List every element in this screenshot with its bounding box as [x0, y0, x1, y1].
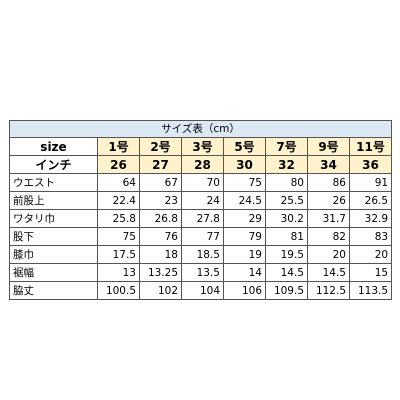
measurement-cell: 17.5 [97, 245, 140, 264]
measurement-cell: 80 [265, 173, 308, 192]
measurement-cell: 32.9 [348, 209, 393, 228]
size-cell: 1号 [97, 137, 140, 156]
measurement-cell: 26.8 [139, 209, 182, 228]
measurement-cell: 104 [181, 281, 224, 300]
measurement-cell: 14.5 [265, 263, 308, 282]
measurement-cell: 113.5 [348, 281, 393, 300]
size-cell: 3号 [181, 137, 224, 156]
measurement-cell: 13 [97, 263, 140, 282]
measurement-cell: 81 [265, 227, 308, 246]
inch-cell: 27 [139, 155, 182, 174]
measurement-cell: 79 [223, 227, 266, 246]
measurement-cell: 112.5 [307, 281, 350, 300]
size-row: size 1号 2号 3号 5号 7号 9号 11号 [9, 137, 393, 156]
measurement-cell: 25.8 [97, 209, 140, 228]
measurement-cell: 77 [181, 227, 224, 246]
inch-cell: 26 [97, 155, 140, 174]
measurement-cell: 70 [181, 173, 224, 192]
measurement-cell: 24 [181, 191, 224, 210]
size-chart: サイズ表（cm） size 1号 2号 3号 5号 7号 9号 11号 インチ … [8, 120, 393, 300]
measurement-cell: 26.5 [348, 191, 393, 210]
table-row: 裾幅 13 13.25 13.5 14 14.5 14.5 15 [9, 263, 393, 282]
size-table: サイズ表（cm） size 1号 2号 3号 5号 7号 9号 11号 インチ … [8, 120, 393, 300]
measurement-cell: 102 [139, 281, 182, 300]
caption-row: サイズ表（cm） [8, 120, 393, 138]
measurement-cell: 20 [348, 245, 393, 264]
measurement-cell: 18 [139, 245, 182, 264]
table-row: 脇丈 100.5 102 104 106 109.5 112.5 113.5 [9, 281, 393, 300]
table-row: 前股上 22.4 23 24 24.5 25.5 26 26.5 [9, 191, 393, 210]
measurement-cell: 19.5 [265, 245, 308, 264]
measurement-cell: 25.5 [265, 191, 308, 210]
row-label: ウエスト [9, 173, 98, 192]
measurement-cell: 23 [139, 191, 182, 210]
row-label: 膝巾 [9, 245, 98, 264]
measurement-cell: 86 [307, 173, 350, 192]
row-label: 裾幅 [9, 263, 98, 282]
measurement-cell: 67 [139, 173, 182, 192]
row-label: 股下 [9, 227, 98, 246]
table-row: ワタリ巾 25.8 26.8 27.8 29 30.2 31.7 32.9 [9, 209, 393, 228]
inch-cell: 34 [307, 155, 350, 174]
measurement-cell: 30.2 [265, 209, 308, 228]
inch-label: インチ [9, 155, 98, 174]
size-cell: 9号 [307, 137, 350, 156]
inch-cell: 30 [223, 155, 266, 174]
measurement-cell: 22.4 [97, 191, 140, 210]
measurement-cell: 20 [307, 245, 350, 264]
table-row: ウエスト 64 67 70 75 80 86 91 [9, 173, 393, 192]
measurement-cell: 100.5 [97, 281, 140, 300]
measurement-cell: 26 [307, 191, 350, 210]
measurement-cell: 91 [348, 173, 393, 192]
row-label: ワタリ巾 [9, 209, 98, 228]
measurement-cell: 18.5 [181, 245, 224, 264]
measurement-cell: 19 [223, 245, 266, 264]
measurement-cell: 106 [223, 281, 266, 300]
measurement-cell: 13.5 [181, 263, 224, 282]
measurement-cell: 82 [307, 227, 350, 246]
measurement-cell: 14 [223, 263, 266, 282]
row-label: 前股上 [9, 191, 98, 210]
measurement-cell: 27.8 [181, 209, 224, 228]
measurement-cell: 109.5 [265, 281, 308, 300]
table-row: 膝巾 17.5 18 18.5 19 19.5 20 20 [9, 245, 393, 264]
size-cell: 7号 [265, 137, 308, 156]
inch-row: インチ 26 27 28 30 32 34 36 [9, 155, 393, 174]
measurement-cell: 75 [223, 173, 266, 192]
measurement-cell: 31.7 [307, 209, 350, 228]
measurement-cell: 24.5 [223, 191, 266, 210]
measurement-cell: 76 [139, 227, 182, 246]
size-cell: 2号 [139, 137, 182, 156]
inch-cell: 28 [181, 155, 224, 174]
table-row: 股下 75 76 77 79 81 82 83 [9, 227, 393, 246]
row-label: 脇丈 [9, 281, 98, 300]
measurement-cell: 15 [348, 263, 393, 282]
measurement-cell: 83 [348, 227, 393, 246]
size-cell: 5号 [223, 137, 266, 156]
measurement-cell: 29 [223, 209, 266, 228]
size-cell: 11号 [348, 137, 393, 156]
inch-cell: 36 [348, 155, 393, 174]
table-caption: サイズ表（cm） [8, 120, 393, 138]
measurement-cell: 64 [97, 173, 140, 192]
measurement-cell: 13.25 [139, 263, 182, 282]
size-label: size [9, 137, 98, 156]
inch-cell: 32 [265, 155, 308, 174]
measurement-cell: 75 [97, 227, 140, 246]
measurement-cell: 14.5 [307, 263, 350, 282]
